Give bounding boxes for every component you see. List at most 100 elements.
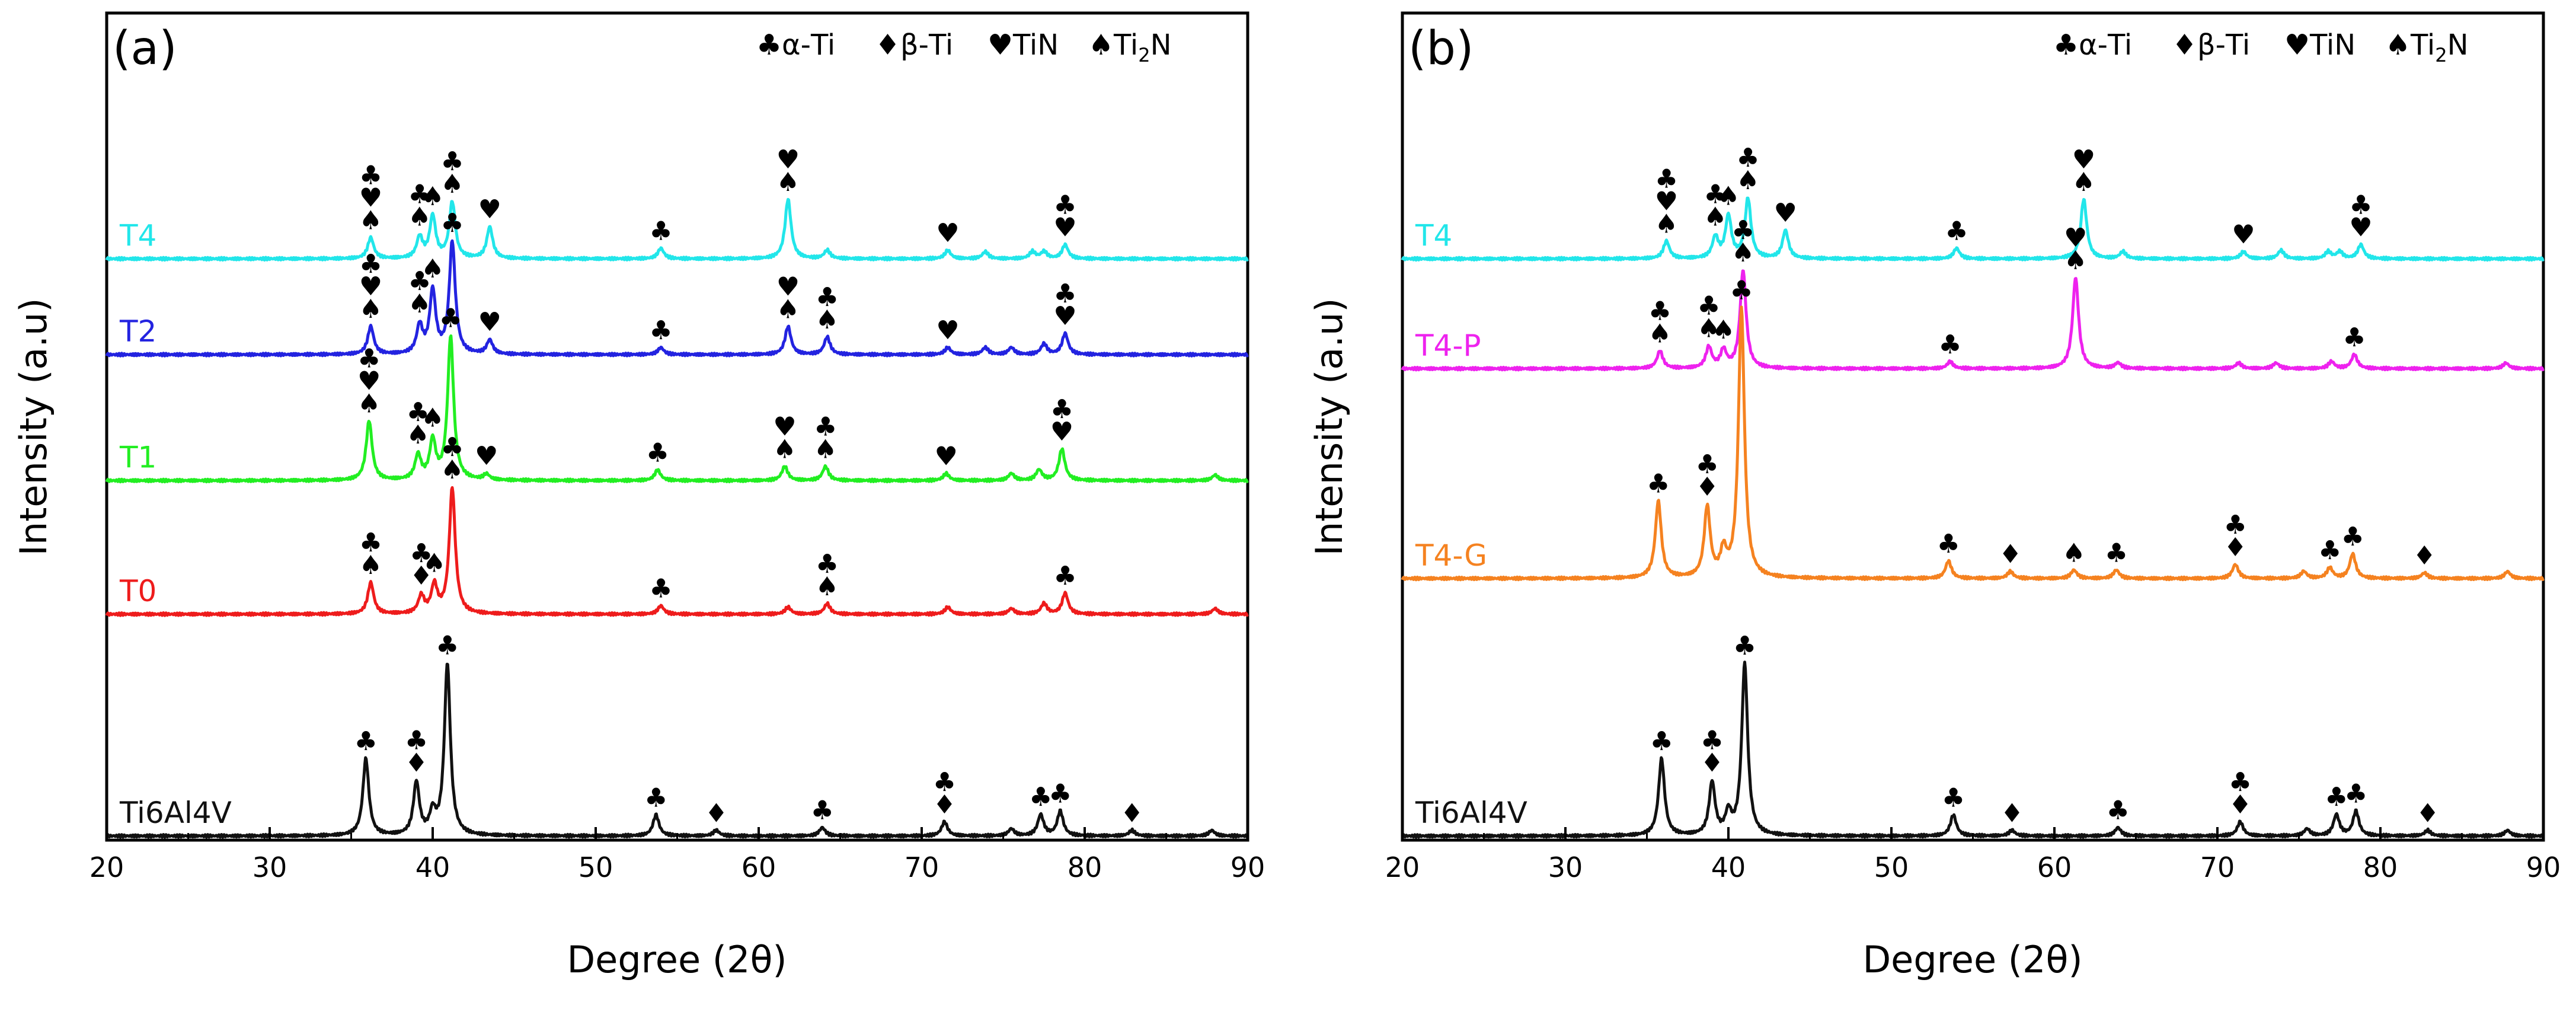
x-tick-label: 20 — [1385, 851, 1420, 883]
phase-marker: ♦♣ — [410, 538, 433, 591]
phase-marker: ♥ — [478, 194, 501, 225]
x-tick-label: 60 — [2037, 851, 2072, 883]
phase-marker: ♣ — [1650, 726, 1673, 757]
panel-b-tag: (b) — [1408, 22, 1474, 75]
club-icon: ♣ — [2053, 28, 2079, 62]
series-ti6al4v: Ti6Al4V♣♦♣♣♣♦ ♣ ♦♣ ♣♣♦ — [105, 630, 1249, 839]
legend-ti2n: ♠Ti2N — [1088, 28, 1171, 66]
series-line-ti6al4v — [105, 662, 1249, 839]
phase-marker: ♠ — [423, 548, 446, 578]
phase-marker: ♣ — [649, 216, 672, 247]
series-label-t0: T0 — [119, 574, 156, 608]
phase-marker: ♣ — [1053, 561, 1076, 591]
x-tick-label: 60 — [742, 851, 776, 883]
x-tick-label: 20 — [90, 851, 124, 883]
series-line-t4-p — [1401, 269, 2545, 372]
panel-a-x-axis-title: Degree (2θ) — [567, 938, 787, 981]
phase-marker: ♦♣ — [2224, 510, 2247, 563]
panel-a: (a) ♣α-Ti ♦β-Ti ♥TiN ♠Ti2N T4 ♠♥♣♠♣♠♠♣♥♣♠… — [12, 11, 1265, 981]
series-t2: T2♠♥♣♠♣♠♣♥ ♣♠♥♠♣♥ ♥♣ — [105, 208, 1249, 358]
series-line-ti6al4v — [1401, 660, 2545, 839]
phase-marker: ♠ — [421, 181, 444, 212]
diamond-icon: ♦ — [2172, 28, 2197, 62]
series-t4-g: T4-G♣ ♦♣♣♣ ♦ ♠ ♣ ♦♣♣ ♣♦ — [1401, 275, 2545, 582]
phase-marker: ♠♣ — [816, 549, 839, 602]
phase-marker: ♥♣ — [1053, 190, 1076, 242]
phase-marker: ♣ — [1049, 778, 1072, 809]
phase-marker: ♦♣ — [1696, 449, 1719, 502]
phase-marker: ♣ — [1730, 275, 1753, 305]
series-line-t2 — [105, 239, 1249, 358]
phase-marker: ♥ — [1774, 198, 1797, 228]
phase-marker: ♠♣ — [814, 412, 837, 465]
x-tick-label: 80 — [2363, 851, 2398, 883]
series-ti6al4v: Ti6Al4V♣♦♣♣♣♦ ♣ ♦♣ ♣♣♦ — [1401, 631, 2545, 839]
phase-marker: ♥ — [936, 315, 959, 346]
diamond-icon: ♦ — [875, 28, 900, 62]
phase-marker: ♠♣ — [408, 180, 431, 232]
series-t4: T4 ♠♥♣♠♣♠♠♣♥♣♠♥♥ ♥♣ — [1401, 143, 2545, 262]
x-tick-label: 40 — [1711, 851, 1746, 883]
phase-marker: ♠♥♣ — [359, 249, 382, 324]
phase-marker: ♠ — [421, 403, 444, 433]
phase-marker: ♠♣ — [440, 432, 464, 485]
spade-icon: ♠ — [2385, 28, 2411, 62]
panel-b-frame — [1401, 11, 2545, 842]
series-t4: T4 ♠♥♣♠♣♠♠♣♥♣♠♥♥ ♥♣ — [105, 145, 1249, 262]
phase-marker: ♣ — [1647, 468, 1670, 499]
phase-marker: ♠♥♣ — [357, 343, 381, 419]
panel-b-x-axis-title: Degree (2θ) — [1862, 938, 2082, 981]
series-label-t4-p: T4-P — [1415, 328, 1481, 363]
phase-marker: ♠ — [1712, 315, 1735, 345]
phase-marker: ♦ — [2413, 541, 2436, 571]
phase-marker: ♣ — [1733, 631, 1756, 661]
phase-marker: ♠♣ — [440, 146, 464, 199]
spade-icon: ♠ — [1088, 28, 1114, 62]
legend-ti2n: ♠Ti2N — [2385, 28, 2468, 66]
panel-b-y-axis-title: Intensity (a.u) — [1308, 298, 1351, 556]
phase-marker: ♦♣ — [405, 725, 428, 778]
phase-marker: ♥♣ — [2349, 190, 2372, 242]
phase-marker: ♠♥♣ — [359, 160, 382, 235]
panel-b-legend: ♣α-Ti ♦β-Ti ♥TiN ♠Ti2N — [2053, 28, 2468, 66]
phase-marker: ♣ — [649, 315, 672, 346]
phase-marker: ♣ — [811, 796, 834, 826]
x-tick-label: 30 — [253, 851, 287, 883]
series-line-t4-g — [1401, 305, 2545, 582]
phase-marker: ♣ — [1945, 216, 1968, 247]
phase-marker: ♥♣ — [1050, 394, 1073, 447]
phase-marker: ♦♣ — [933, 767, 956, 820]
phase-marker: ♥♣ — [1053, 279, 1076, 331]
phase-marker: ♣ — [2105, 538, 2128, 568]
panel-a-legend: ♣α-Ti ♦β-Ti ♥TiN ♠Ti2N — [756, 28, 1171, 66]
phase-marker: ♠ — [2062, 538, 2085, 568]
phase-marker: ♣ — [2341, 522, 2364, 552]
legend-beta-ti: ♦β-Ti — [2172, 28, 2250, 62]
phase-marker: ♦♣ — [2229, 767, 2252, 820]
phase-marker: ♠♣ — [359, 528, 382, 580]
phase-marker: ♣ — [1029, 782, 1052, 812]
panel-b-series: T4 ♠♥♣♠♣♠♠♣♥♣♠♥♥ ♥♣T4-P ♠♣♠♣♠♠♣♣♠♥♣T4-G♣ ♦♣♣… — [1401, 143, 2545, 839]
phase-marker: ♣ — [354, 726, 378, 757]
phase-marker: ♠♣ — [1731, 215, 1754, 268]
phase-marker: ♣ — [646, 438, 669, 468]
x-tick-label: 40 — [416, 851, 450, 883]
series-label-t2: T2 — [119, 314, 156, 349]
series-t1: T1♠♥♣♠♣♠♣♥ ♣ ♠♥♠♣♥♥♣ — [105, 303, 1249, 484]
legend-tin: ♥TiN — [2284, 28, 2356, 62]
phase-marker: ♠♣ — [816, 282, 839, 335]
panel-b-x-axis: 20 30 40 50 60 70 80 90 — [1385, 827, 2561, 883]
series-label-t1: T1 — [119, 441, 156, 475]
phase-marker: ♣ — [1937, 529, 1960, 559]
series-label-t4: T4 — [119, 219, 156, 253]
phase-marker: ♦ — [1120, 798, 1143, 828]
phase-marker: ♣ — [2344, 778, 2367, 809]
panel-a-frame — [105, 11, 1249, 842]
phase-marker: ♠ — [421, 254, 444, 284]
phase-marker: ♠♣ — [407, 397, 430, 450]
club-icon: ♣ — [756, 28, 782, 62]
x-tick-label: 80 — [1068, 851, 1102, 883]
phase-marker: ♦♣ — [1701, 726, 1724, 778]
series-line-t4 — [105, 197, 1249, 262]
